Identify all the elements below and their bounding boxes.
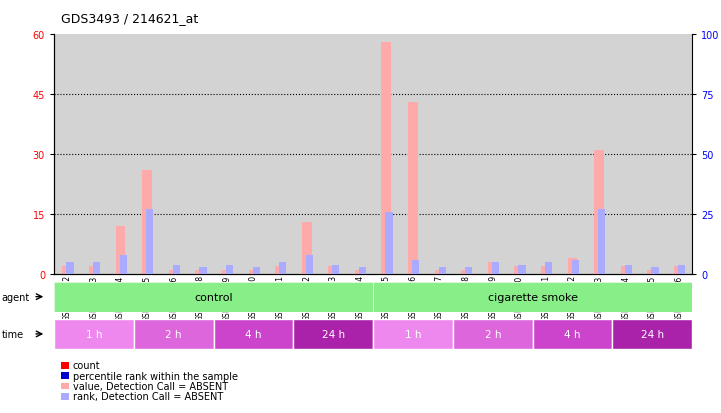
Bar [678,265,685,275]
Bar [438,268,446,275]
Bar [559,35,585,275]
Bar [279,263,286,275]
Text: agent: agent [1,292,30,302]
Bar [222,271,232,275]
Bar [306,256,313,275]
Bar [665,35,692,275]
Bar [320,35,347,275]
Bar [267,35,293,275]
Bar [275,267,285,275]
Bar [347,35,373,275]
Text: 2 h: 2 h [485,329,501,339]
Text: 1 h: 1 h [404,329,421,339]
Bar [533,35,559,275]
Bar [355,271,365,275]
Bar [621,267,631,275]
Bar [479,35,506,275]
Text: 24 h: 24 h [322,329,345,339]
Bar [492,263,499,275]
Bar [651,268,658,275]
Bar [386,212,393,275]
Bar [142,171,152,275]
Bar [465,268,472,275]
Bar [408,103,418,275]
Bar [461,271,471,275]
Bar [169,271,179,275]
Text: percentile rank within the sample: percentile rank within the sample [73,371,238,381]
Bar [435,271,445,275]
Bar [594,151,604,275]
Bar [146,210,154,275]
Bar [240,35,267,275]
Bar [488,263,497,275]
Bar [226,265,233,275]
Bar [625,265,632,275]
Bar [54,35,81,275]
Bar [115,227,125,275]
Bar [134,35,160,275]
Bar [598,210,606,275]
Bar [81,35,107,275]
Bar [328,267,338,275]
Text: value, Detection Call = ABSENT: value, Detection Call = ABSENT [73,381,228,391]
Bar [93,263,100,275]
Bar [120,256,127,275]
Bar [674,267,684,275]
Bar [612,35,639,275]
Bar [399,35,426,275]
Bar [195,271,205,275]
Text: control: control [194,292,233,302]
Bar [187,35,213,275]
Bar [107,35,134,275]
Bar [453,35,479,275]
Bar [373,35,399,275]
Bar [249,271,258,275]
Bar [572,260,579,275]
Text: 1 h: 1 h [86,329,102,339]
Bar [200,268,206,275]
Bar [541,267,551,275]
Bar [426,35,453,275]
Text: 4 h: 4 h [565,329,581,339]
Bar [173,265,180,275]
Bar [66,263,74,275]
Bar [63,267,72,275]
Bar [585,35,612,275]
Bar [381,43,392,275]
Text: 2 h: 2 h [165,329,182,339]
Bar [639,35,665,275]
Text: 24 h: 24 h [641,329,664,339]
Text: count: count [73,361,100,370]
Bar [506,35,533,275]
Bar [412,260,419,275]
Bar [160,35,187,275]
Text: rank, Detection Call = ABSENT: rank, Detection Call = ABSENT [73,392,223,401]
Bar [293,35,320,275]
Bar [514,267,524,275]
Text: time: time [1,329,24,339]
Bar [518,265,526,275]
Text: GDS3493 / 214621_at: GDS3493 / 214621_at [61,12,198,25]
Bar [213,35,240,275]
Bar [567,259,578,275]
Text: 4 h: 4 h [245,329,262,339]
Bar [545,263,552,275]
Bar [301,223,311,275]
Bar [332,265,340,275]
Text: cigarette smoke: cigarette smoke [487,292,578,302]
Bar [359,268,366,275]
Bar [252,268,260,275]
Bar [647,271,658,275]
Bar [89,267,99,275]
